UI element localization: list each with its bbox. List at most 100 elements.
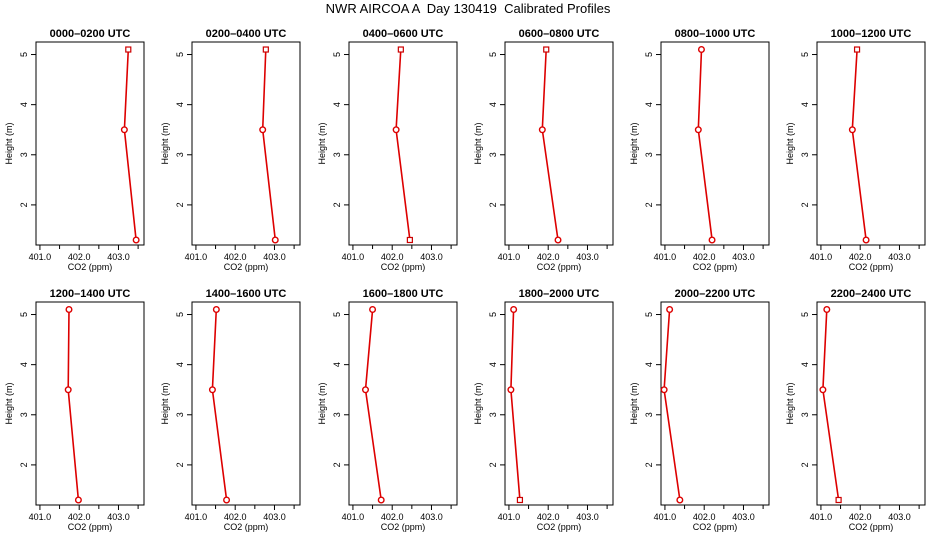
y-tick-label: 3 (644, 152, 654, 157)
plot-frame (660, 41, 770, 246)
y-tick-label: 2 (175, 202, 185, 207)
y-tick-label: 5 (175, 312, 185, 317)
data-point-circle (377, 496, 385, 504)
data-point-circle (862, 236, 870, 244)
data-point-circle (64, 386, 72, 394)
profile-line (822, 309, 840, 501)
panel-title: 0000–0200 UTC (50, 28, 131, 40)
x-axis-label: CO2 (ppm) (68, 522, 113, 532)
x-tick-label: 401.0 (29, 252, 52, 262)
x-axis-label: CO2 (ppm) (849, 262, 894, 272)
x-tick-label: 402.0 (693, 252, 716, 262)
y-axis-label: Height (m) (629, 122, 639, 164)
x-tick-label: 403.0 (107, 252, 130, 262)
y-axis-label: Height (m) (160, 382, 170, 424)
y-tick-label: 3 (175, 412, 185, 417)
x-tick-label: 403.0 (732, 512, 755, 522)
profile-line (851, 49, 867, 241)
x-tick-label: 403.0 (576, 252, 599, 262)
panel-title: 1400–1600 UTC (206, 288, 287, 300)
y-tick-label: 2 (332, 462, 342, 467)
profile-line (123, 49, 137, 241)
y-tick-label: 3 (332, 412, 342, 417)
panel-title: 1600–1800 UTC (363, 288, 444, 300)
y-tick-label: 3 (19, 152, 29, 157)
panel-title: 2200–2400 UTC (831, 288, 912, 300)
x-axis-label: CO2 (ppm) (537, 262, 582, 272)
x-tick-label: 402.0 (849, 512, 872, 522)
x-axis-label: CO2 (ppm) (68, 262, 113, 272)
x-tick-label: 402.0 (381, 512, 404, 522)
x-tick-label: 401.0 (185, 512, 208, 522)
y-tick-label: 4 (332, 102, 342, 107)
y-tick-label: 2 (19, 202, 29, 207)
y-tick-label: 3 (332, 152, 342, 157)
x-tick-label: 402.0 (693, 512, 716, 522)
x-tick-label: 401.0 (185, 252, 208, 262)
x-axis-label: CO2 (ppm) (693, 522, 738, 532)
y-tick-label: 3 (644, 412, 654, 417)
x-tick-label: 402.0 (68, 512, 91, 522)
x-tick-label: 401.0 (810, 252, 833, 262)
y-tick-label: 5 (332, 312, 342, 317)
x-tick-label: 401.0 (810, 512, 833, 522)
profile-line (67, 309, 80, 501)
data-point-circle (212, 306, 220, 314)
x-tick-label: 403.0 (888, 252, 911, 262)
y-tick-label: 4 (175, 362, 185, 367)
x-axis-label: CO2 (ppm) (693, 262, 738, 272)
x-tick-label: 402.0 (68, 252, 91, 262)
x-tick-label: 401.0 (498, 512, 521, 522)
x-tick-label: 403.0 (420, 512, 443, 522)
y-tick-label: 4 (488, 362, 498, 367)
y-tick-label: 3 (19, 412, 29, 417)
y-tick-label: 5 (800, 312, 810, 317)
plot-frame (35, 41, 145, 246)
y-tick-label: 5 (19, 312, 29, 317)
x-axis-label: CO2 (ppm) (224, 522, 269, 532)
data-point-circle (507, 386, 515, 394)
x-tick-label: 403.0 (420, 252, 443, 262)
data-point-circle (823, 306, 831, 314)
data-point-square (516, 496, 524, 504)
plot-frame (348, 41, 458, 246)
plot-frame (504, 301, 614, 506)
y-axis-label: Height (m) (317, 122, 327, 164)
y-tick-label: 4 (19, 362, 29, 367)
plot-frame (191, 41, 301, 246)
profile-line (697, 49, 713, 241)
y-axis-label: Height (m) (4, 122, 14, 164)
y-axis-label: Height (m) (473, 122, 483, 164)
y-tick-label: 4 (488, 102, 498, 107)
plot-frame (504, 41, 614, 246)
data-point-circle (694, 126, 702, 134)
panel-title: 2000–2200 UTC (675, 288, 756, 300)
profile-line (541, 49, 559, 241)
x-tick-label: 401.0 (342, 252, 365, 262)
data-point-circle (676, 496, 684, 504)
figure-title: NWR AIRCOA A Day 130419 Calibrated Profi… (325, 1, 611, 16)
data-point-square (397, 46, 404, 53)
x-axis-label: CO2 (ppm) (381, 262, 426, 272)
data-point-circle (223, 496, 231, 504)
x-tick-label: 403.0 (263, 512, 286, 522)
plot-frame (348, 301, 458, 506)
data-point-circle (708, 236, 716, 244)
profile-line (261, 49, 277, 241)
y-tick-label: 5 (488, 312, 498, 317)
y-tick-label: 2 (488, 202, 498, 207)
y-tick-label: 3 (488, 412, 498, 417)
y-tick-label: 2 (19, 462, 29, 467)
plot-frame (660, 301, 770, 506)
data-point-circle (554, 236, 562, 244)
plot-frame (816, 41, 926, 246)
x-tick-label: 401.0 (498, 252, 521, 262)
y-tick-label: 5 (175, 52, 185, 57)
plot-frame (816, 301, 926, 506)
x-tick-label: 402.0 (381, 252, 404, 262)
